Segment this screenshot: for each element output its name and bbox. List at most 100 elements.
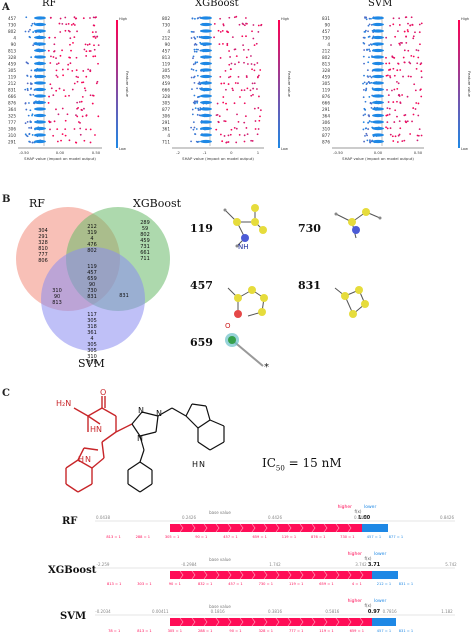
venn-item: 802 (140, 232, 150, 238)
shap-point (406, 29, 409, 31)
shap-feature-label: 831 (8, 88, 16, 93)
shap-point (369, 101, 372, 104)
force-positive-feature: 832 = 1 (198, 582, 212, 586)
venn-svm-circle (41, 247, 145, 351)
shap-point (91, 31, 94, 34)
shap-point (367, 80, 370, 83)
shap-point (49, 128, 51, 131)
shap-feature-label: 813 (8, 49, 16, 54)
shap-feature-label: 730 (162, 23, 170, 28)
shap-point (194, 102, 196, 104)
shap-point (229, 133, 232, 136)
shap-point (68, 94, 70, 97)
shap-point (49, 16, 52, 19)
shap-point (193, 100, 196, 103)
shap-point (25, 16, 28, 19)
venn-item: 305 (87, 348, 97, 354)
shap-point (195, 50, 198, 53)
shap-feature-label: 306 (8, 127, 16, 132)
shap-point (236, 113, 238, 116)
force-higher-label: higher (338, 504, 353, 510)
shap-point (50, 55, 52, 58)
venn-item: 59 (141, 226, 149, 232)
force-axis-tick: 5.742 (445, 562, 457, 567)
shap-point (364, 109, 367, 111)
shap-point (59, 31, 62, 33)
shap-feature-label: 4 (327, 42, 330, 47)
shap-point (215, 114, 218, 117)
shap-point (369, 75, 372, 78)
shap-point (401, 94, 404, 96)
shap-point (228, 16, 231, 19)
shap-point (393, 57, 396, 59)
shap-point (64, 29, 67, 32)
shap-point (28, 140, 31, 143)
shap-point (369, 141, 372, 144)
shap-point (52, 56, 55, 58)
shap-point (253, 44, 256, 47)
shap-feature-label: 325 (8, 114, 16, 119)
force-positive-feature: 659 = 1 (252, 535, 266, 539)
shap-point (71, 69, 74, 72)
force-chevron (347, 570, 352, 580)
force-chevron (263, 523, 268, 533)
shap-colorbar-high: High (119, 17, 127, 21)
shap-point (221, 140, 224, 143)
shap-density-blob (200, 48, 212, 53)
shap-point (192, 57, 194, 60)
shap-point (85, 75, 88, 78)
shap-point (31, 134, 34, 136)
shap-point (193, 75, 196, 78)
shap-feature-label: 306 (322, 120, 330, 125)
shap-point (249, 89, 252, 92)
shap-point (366, 82, 369, 84)
shap-point (389, 75, 391, 77)
fragment-label-457: 457 (190, 279, 213, 292)
atom-indole-h1: H (192, 460, 199, 469)
force-base-value-label: base value (209, 510, 231, 515)
shap-point (408, 61, 411, 64)
shap-point (367, 24, 370, 27)
venn-item: 361 (87, 330, 97, 336)
shap-point (230, 128, 233, 131)
force-negative-bar (372, 571, 398, 579)
shap-point (227, 83, 230, 85)
shap-point (397, 82, 400, 85)
shap-point (97, 115, 100, 118)
shap-point (216, 102, 219, 105)
force-negative-feature: 831 = 1 (399, 629, 413, 632)
shap-feature-label: 711 (162, 140, 170, 145)
venn-item: 831 (87, 294, 97, 300)
shap-point (370, 76, 373, 79)
force-positive-feature: 876 = 1 (311, 535, 325, 539)
venn-item: 90 (88, 282, 96, 288)
force-chevron (359, 570, 364, 580)
shap-density-blob (34, 100, 46, 105)
shap-point (30, 126, 33, 129)
shap-density-blob (200, 22, 212, 27)
shap-density-blob (372, 139, 384, 144)
shap-x-tick: 1 (257, 150, 260, 155)
shap-point (219, 133, 222, 136)
shap-density-blob (372, 74, 384, 79)
force-axis-tick: 0.6426 (354, 515, 368, 520)
shap-point (415, 49, 418, 51)
force-positive-feature: 119 = 1 (319, 629, 333, 632)
shap-point (61, 22, 64, 25)
shap-point (87, 68, 90, 71)
shap-point (26, 120, 29, 123)
shap-feature-label: 328 (322, 68, 330, 73)
shap-density-blob (34, 133, 46, 137)
shap-feature-label: 305 (162, 68, 170, 73)
venn-rf-xgb-list: 212 319 4 476 802 (82, 224, 102, 254)
shap-point (56, 63, 58, 65)
ic50-value: = 15 nM (288, 456, 342, 470)
shap-point (95, 31, 97, 33)
shap-feature-label: 730 (8, 23, 16, 28)
shap-point (364, 29, 367, 32)
shap-density-blob (200, 133, 212, 137)
shap-density-blob (34, 55, 46, 59)
shap-point (367, 128, 370, 130)
shap-point (369, 139, 371, 142)
shap-point (245, 76, 248, 79)
